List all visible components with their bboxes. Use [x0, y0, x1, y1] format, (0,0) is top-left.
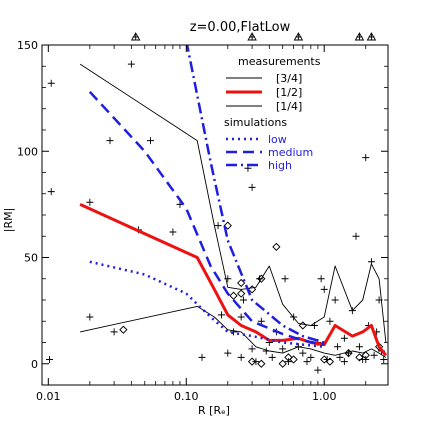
scatter-diamond-point [374, 342, 384, 351]
scatter-diamond-point [247, 357, 257, 366]
legend: measurements [3/4][1/2][1/4] simulations lo… [224, 55, 321, 172]
scatter-plus-point [257, 317, 265, 325]
scatter-plus-point [340, 334, 348, 342]
legend-measurements-title: measurements [238, 55, 321, 68]
scatter-plus-point [248, 345, 256, 353]
top-marker-plus [295, 34, 302, 40]
x-axis-label: R [Rₑ] [198, 404, 230, 417]
scatter-plus-point [362, 356, 370, 363]
legend-simulations-title: simulations [224, 116, 287, 129]
legend-label-simulation: high [268, 159, 292, 172]
y-tick-label: 100 [17, 145, 38, 158]
legend-label-measurement: [1/4] [276, 100, 302, 113]
scatter-diamond-point [223, 221, 232, 230]
scatter-plus-point [279, 345, 287, 353]
scatter-plus-point [240, 296, 248, 304]
scatter-plus-point [284, 358, 292, 366]
scatter-diamond-point [257, 274, 266, 283]
legend-label-measurement: [1/2] [276, 86, 302, 99]
top-marker-plus [356, 34, 363, 40]
scatter-diamond-point [284, 353, 293, 362]
scatter-plus-point [248, 183, 256, 191]
chart-title: z=0.00,FlatLow [190, 20, 291, 35]
y-axis-label: |RM| [2, 208, 15, 233]
top-marker-plus [368, 34, 375, 40]
scatter-plus-point [314, 366, 322, 374]
x-tick-label: 0.01 [36, 390, 61, 403]
scatter-diamond-point [355, 353, 364, 362]
scatter-plus-point [86, 313, 94, 321]
x-tick-label: 0.10 [174, 390, 199, 403]
scatter-plus-point [303, 358, 311, 366]
series-line-low [89, 260, 325, 349]
y-tick-label: 150 [17, 39, 38, 52]
scatter-diamond-point [320, 355, 329, 364]
scatter-plus-point [336, 353, 344, 361]
scatter-plus-point [334, 343, 342, 351]
scatter-plus-point [331, 296, 339, 304]
scatter-diamond-point [289, 355, 298, 364]
scatter-plus-point [320, 285, 328, 293]
scatter-diamond-point [325, 357, 335, 366]
scatter-diamond-point [278, 359, 287, 368]
scatter-plus-point [380, 356, 388, 363]
y-tick-label: 0 [31, 358, 38, 371]
scatter-plus-point [45, 356, 53, 363]
scatter-plus-point [169, 228, 177, 236]
scatter-diamond-point [119, 325, 128, 334]
scatter-plus-point [355, 343, 363, 351]
scatter-plus-point [229, 328, 237, 336]
scatter-diamond-point [298, 321, 307, 330]
scatter-plus-point [127, 60, 135, 68]
scatter-plus-point [352, 232, 360, 240]
scatter-plus-point [86, 198, 94, 206]
scatter-plus-point [198, 353, 206, 361]
scatter-diamond-point [229, 291, 238, 300]
x-tick-label: 1.00 [312, 390, 337, 403]
scatter-diamond-point [272, 242, 281, 252]
axes: 0.01 0.10 1.00 0 50 100 150 [17, 32, 389, 403]
scatter-plus-point [237, 353, 245, 361]
scatter-plus-point [326, 317, 334, 325]
scatter-plus-point [110, 328, 118, 336]
scatter-plus-point [47, 79, 55, 87]
scatter-plus-point [370, 351, 378, 359]
legend-label-simulation: medium [268, 146, 313, 159]
top-marker-plus [249, 34, 256, 40]
scatter-diamond-point [257, 359, 266, 368]
scatter-plus-point [237, 313, 245, 321]
series-line-34 [79, 63, 387, 343]
scatter-plus-point [224, 275, 232, 283]
scatter-plus-point [340, 358, 348, 366]
scatter-diamond-point [361, 351, 370, 360]
scatter-plus-point [146, 137, 154, 145]
scatter-diamond-point [237, 278, 246, 288]
scatter-plus-point [106, 137, 114, 145]
scatter-plus-point [345, 349, 353, 357]
top-marker-plus [132, 34, 139, 40]
scatter-plus-point [307, 353, 315, 361]
scatter-plus-point [217, 311, 225, 319]
series-line-medium [88, 90, 325, 346]
scatter-plus-point [224, 349, 232, 357]
scatter-diamond-point [344, 348, 353, 358]
scatter-plus-point [362, 154, 370, 162]
scatter-plus-point [214, 222, 222, 230]
scatter-plus-point [268, 353, 276, 361]
plot-area [45, 45, 388, 374]
scatter-plus-point [47, 188, 55, 196]
legend-label-measurement: [3/4] [276, 72, 302, 85]
series-line-14 [80, 305, 387, 358]
y-tick-label: 50 [24, 252, 38, 265]
legend-label-simulation: low [268, 133, 287, 146]
scatter-plus-point [281, 275, 289, 283]
series-line-high [185, 45, 325, 344]
scatter-plus-point [317, 275, 325, 283]
scatter-diamond-point [237, 289, 246, 298]
scatter-plus-point [299, 349, 307, 357]
